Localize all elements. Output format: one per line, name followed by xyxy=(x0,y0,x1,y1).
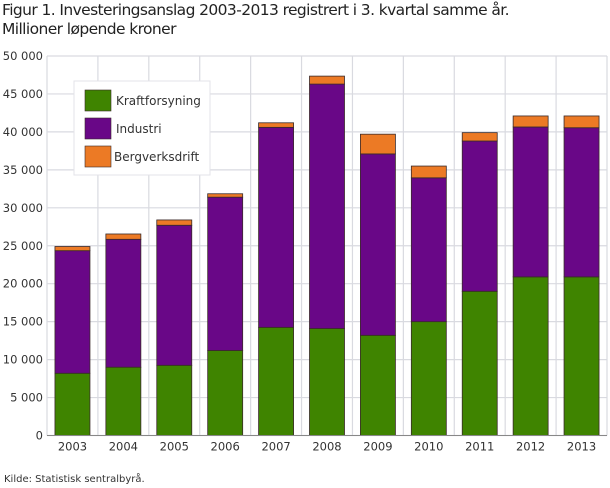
bar-bergverksdrift-2010 xyxy=(410,165,447,179)
bar-kraftforsyning-2009 xyxy=(360,334,396,436)
legend-swatch xyxy=(84,89,112,112)
x-tick-label: 2009 xyxy=(363,440,392,454)
bar-industri-2010 xyxy=(410,177,447,323)
y-tick-label: 40 000 xyxy=(3,125,43,139)
y-tick-label: 25 000 xyxy=(3,239,43,253)
y-tick-label: 35 000 xyxy=(3,163,43,177)
bar-industri-2009 xyxy=(360,153,396,336)
y-tick-label: 5 000 xyxy=(10,391,43,405)
title-line: Figur 1. Investeringsanslag 2003-2013 re… xyxy=(2,1,510,19)
bar-bergverksdrift-2004 xyxy=(105,233,142,240)
y-tick-label: 0 xyxy=(36,429,43,443)
bar-kraftforsyning-2003 xyxy=(54,372,91,436)
subtitle-line: Millioner løpende kroner xyxy=(2,20,176,38)
source-note: Kilde: Statistisk sentralbyrå. xyxy=(4,474,145,485)
x-tick-label: 2008 xyxy=(312,440,341,454)
bar-bergverksdrift-2012 xyxy=(512,115,549,128)
bar-bergverksdrift-2007 xyxy=(258,122,294,128)
bar-industri-2004 xyxy=(105,238,142,368)
bar-industri-2006 xyxy=(207,196,244,351)
bar-bergverksdrift-2013 xyxy=(563,115,600,129)
bar-kraftforsyning-2006 xyxy=(207,350,244,436)
bar-industri-2007 xyxy=(258,126,294,328)
bar-kraftforsyning-2008 xyxy=(309,328,345,436)
bar-industri-2012 xyxy=(512,126,549,278)
bar-industri-2003 xyxy=(54,250,91,374)
bar-kraftforsyning-2013 xyxy=(563,276,600,436)
bar-bergverksdrift-2005 xyxy=(156,219,193,226)
x-tick-label: 2013 xyxy=(567,440,596,454)
x-tick-label: 2003 xyxy=(58,440,87,454)
legend-label: Bergverksdrift xyxy=(114,150,199,164)
bar-industri-2011 xyxy=(461,140,498,292)
x-tick-label: 2007 xyxy=(261,440,290,454)
bar-bergverksdrift-2008 xyxy=(309,75,345,85)
y-tick-label: 10 000 xyxy=(3,353,43,367)
bar-bergverksdrift-2011 xyxy=(461,132,498,142)
bar-kraftforsyning-2011 xyxy=(461,290,498,436)
x-tick-label: 2010 xyxy=(414,440,443,454)
bar-kraftforsyning-2012 xyxy=(512,276,549,436)
chart-title: Figur 1. Investeringsanslag 2003-2013 re… xyxy=(2,1,510,39)
y-tick-label: 45 000 xyxy=(3,87,43,101)
bar-bergverksdrift-2003 xyxy=(54,246,91,252)
y-tick-label: 50 000 xyxy=(3,49,43,63)
bar-industri-2013 xyxy=(563,127,600,278)
legend-swatch xyxy=(84,145,112,168)
legend-swatch xyxy=(84,117,112,140)
y-tick-label: 15 000 xyxy=(3,315,43,329)
bar-kraftforsyning-2004 xyxy=(105,366,142,436)
x-tick-label: 2006 xyxy=(211,440,240,454)
bar-bergverksdrift-2009 xyxy=(360,133,396,155)
legend-label: Industri xyxy=(116,122,162,136)
y-tick-label: 30 000 xyxy=(3,201,43,215)
legend-label: Kraftforsyning xyxy=(116,94,201,108)
x-tick-label: 2005 xyxy=(160,440,189,454)
x-tick-label: 2011 xyxy=(465,440,494,454)
bar-kraftforsyning-2010 xyxy=(410,321,447,436)
bar-kraftforsyning-2005 xyxy=(156,364,193,436)
bar-kraftforsyning-2007 xyxy=(258,326,294,436)
bar-industri-2008 xyxy=(309,83,345,329)
bar-industri-2005 xyxy=(156,224,193,366)
x-tick-label: 2004 xyxy=(109,440,138,454)
bar-bergverksdrift-2006 xyxy=(207,193,244,198)
y-tick-label: 20 000 xyxy=(3,277,43,291)
x-tick-label: 2012 xyxy=(516,440,545,454)
